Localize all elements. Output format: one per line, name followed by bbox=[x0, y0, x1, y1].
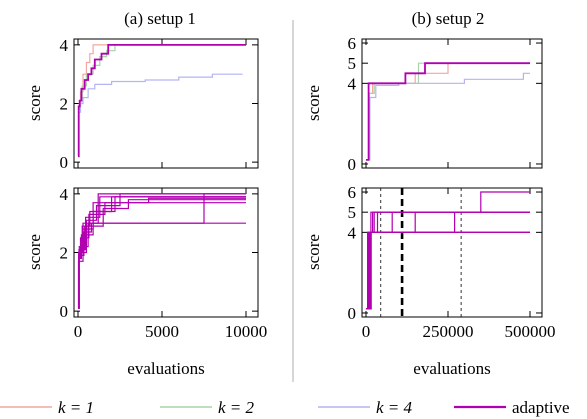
y-tick-label: 2 bbox=[60, 95, 69, 114]
series-line bbox=[366, 62, 530, 161]
legend: k = 1 k = 2 k = 4 adaptive bbox=[0, 398, 570, 417]
series-line bbox=[366, 211, 530, 310]
y-tick-label: 0 bbox=[348, 304, 357, 323]
series-line bbox=[366, 211, 530, 310]
y-tick-label: 6 bbox=[348, 183, 357, 202]
series-line bbox=[366, 62, 530, 161]
y-tick-label: 5 bbox=[348, 54, 357, 73]
series-line bbox=[78, 73, 243, 157]
y-tick-label: 0 bbox=[348, 155, 357, 174]
series-line bbox=[77, 44, 246, 158]
series-line bbox=[78, 44, 246, 157]
series-line bbox=[366, 211, 530, 310]
panel-b-bottom-reference-lines bbox=[380, 188, 462, 317]
series-line bbox=[366, 211, 530, 310]
legend-label: k = 2 bbox=[218, 398, 255, 417]
series-line bbox=[78, 199, 246, 309]
panel-b-top: score 0 456 bbox=[304, 34, 543, 174]
panel-b-top-lines bbox=[366, 62, 530, 161]
panel-b-bottom-ylabel: score bbox=[304, 234, 323, 270]
series-line bbox=[78, 44, 246, 157]
x-tick-label: 0 bbox=[362, 322, 371, 341]
panel-a-bottom: score evaluations 0 2 4 0 5000 10000 bbox=[25, 185, 267, 378]
panel-a-top-lines bbox=[77, 44, 246, 158]
x-tick-label: 500000 bbox=[505, 322, 556, 341]
panel-a-top-ticks: 0 2 4 bbox=[60, 36, 258, 172]
x-tick-label: 5000 bbox=[145, 322, 179, 341]
series-line bbox=[366, 62, 530, 161]
legend-label: adaptive bbox=[512, 398, 570, 417]
y-tick-label: 2 bbox=[60, 244, 69, 263]
panel-b-bottom-frame bbox=[361, 187, 543, 318]
x-tick-label: 10000 bbox=[225, 322, 268, 341]
panel-b-title: (b) setup 2 bbox=[412, 9, 485, 28]
legend-label: k = 4 bbox=[376, 398, 413, 417]
panel-a-title: (a) setup 1 bbox=[124, 9, 196, 28]
x-tick-label: 0 bbox=[74, 322, 83, 341]
y-tick-label: 5 bbox=[348, 203, 357, 222]
panel-b-bottom: score evaluations 0 456 0 250000 500000 bbox=[304, 183, 556, 378]
panel-a-top: score 0 2 4 bbox=[25, 36, 259, 172]
series-line bbox=[366, 72, 530, 161]
series-line bbox=[78, 222, 246, 309]
panel-b-bottom-ticks: 0 456 0 250000 500000 bbox=[348, 183, 556, 341]
y-tick-label: 6 bbox=[348, 34, 357, 53]
x-tick-label: 250000 bbox=[423, 322, 474, 341]
series-line bbox=[366, 231, 530, 310]
y-tick-label: 0 bbox=[60, 153, 69, 172]
series-line bbox=[366, 211, 530, 310]
y-tick-label: 4 bbox=[60, 185, 69, 204]
panel-a-bottom-lines bbox=[77, 193, 246, 309]
panel-a-top-ylabel: score bbox=[25, 85, 44, 121]
legend-label: k = 1 bbox=[58, 398, 94, 417]
series-line bbox=[366, 211, 530, 310]
series-line bbox=[366, 231, 530, 310]
series-line bbox=[366, 191, 530, 310]
panel-a-bottom-ticks: 0 2 4 0 5000 10000 bbox=[60, 185, 268, 341]
panel-b-top-frame bbox=[361, 38, 543, 169]
panel-b-bottom-xlabel: evaluations bbox=[413, 359, 490, 378]
panel-b-top-ticks: 0 456 bbox=[348, 34, 542, 174]
panel-b-bottom-lines bbox=[366, 191, 530, 310]
panel-a-bottom-frame bbox=[73, 187, 259, 318]
y-tick-label: 4 bbox=[60, 36, 69, 55]
y-tick-label: 4 bbox=[348, 74, 357, 93]
panel-a-bottom-xlabel: evaluations bbox=[127, 359, 204, 378]
panel-b-top-ylabel: score bbox=[304, 85, 323, 121]
y-tick-label: 0 bbox=[60, 302, 69, 321]
panel-a-bottom-ylabel: score bbox=[25, 234, 44, 270]
series-line bbox=[78, 197, 246, 309]
y-tick-label: 4 bbox=[348, 223, 357, 242]
series-line bbox=[366, 231, 530, 310]
